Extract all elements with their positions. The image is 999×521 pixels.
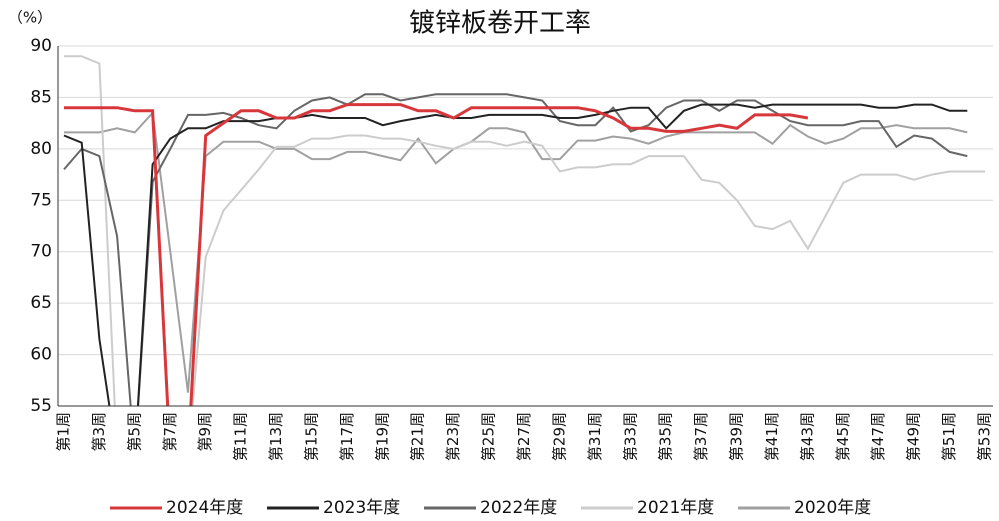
x-tick-label: 第3周 [90, 412, 108, 452]
x-tick-label: 第49周 [905, 412, 923, 461]
x-tick-label: 第29周 [550, 412, 568, 461]
legend-label: 2024年度 [166, 498, 243, 518]
series-line [63, 103, 968, 406]
y-tick-label: 80 [30, 139, 52, 159]
series-line [63, 93, 968, 406]
x-tick-label: 第53周 [976, 412, 994, 461]
x-tick-label: 第11周 [232, 412, 250, 461]
x-tick-label: 第41周 [763, 412, 781, 461]
x-tick-label: 第37周 [692, 412, 710, 461]
x-tick-label: 第23周 [444, 412, 462, 461]
x-tick-label: 第1周 [55, 412, 73, 452]
x-tick-label: 第31周 [586, 412, 604, 461]
x-tick-label: 第19周 [373, 412, 391, 461]
series-line [64, 110, 968, 393]
y-tick-label: 90 [30, 36, 52, 56]
x-tick-label: 第39周 [728, 412, 746, 461]
x-tick-label: 第45周 [834, 412, 852, 461]
x-tick-label: 第9周 [196, 412, 214, 452]
x-tick-label: 第5周 [125, 412, 143, 452]
y-tick-label: 60 [30, 345, 52, 365]
y-tick-label: 75 [30, 190, 52, 210]
y-tick-label: 85 [30, 87, 52, 107]
chart-title: 镀锌板卷开工率 [409, 9, 591, 39]
y-tick-label: 55 [30, 396, 52, 416]
x-tick-label: 第51周 [940, 412, 958, 461]
labels: 5560657075808590第1周 第3周 第5周 第7周 第9周 第11周 第13周第… [30, 36, 993, 518]
series-line [64, 103, 809, 406]
x-tick-label: 第43周 [798, 412, 816, 461]
x-tick-label: 第35周 [657, 412, 675, 461]
x-tick-label: 第25周 [480, 412, 498, 461]
legend-label: 2022年度 [480, 498, 557, 518]
x-tick-label: 第21周 [409, 412, 427, 461]
x-tick-label: 第7周 [161, 412, 179, 452]
series-line [64, 55, 985, 406]
x-tick-label: 第15周 [302, 412, 320, 461]
x-tick-label: 第17周 [338, 412, 356, 461]
x-tick-label: 第13周 [267, 412, 285, 461]
legend-label: 2020年度 [794, 498, 871, 518]
x-tick-label: 第33周 [621, 412, 639, 461]
legend-label: 2023年度 [323, 498, 400, 518]
plot [63, 55, 985, 406]
y-tick-label: 65 [30, 293, 52, 313]
legend-label: 2021年度 [637, 498, 714, 518]
y-axis-label: （%） [8, 9, 52, 27]
y-tick-label: 70 [30, 242, 52, 262]
x-tick-label: 第27周 [515, 412, 533, 461]
x-tick-label: 第47周 [869, 412, 887, 461]
